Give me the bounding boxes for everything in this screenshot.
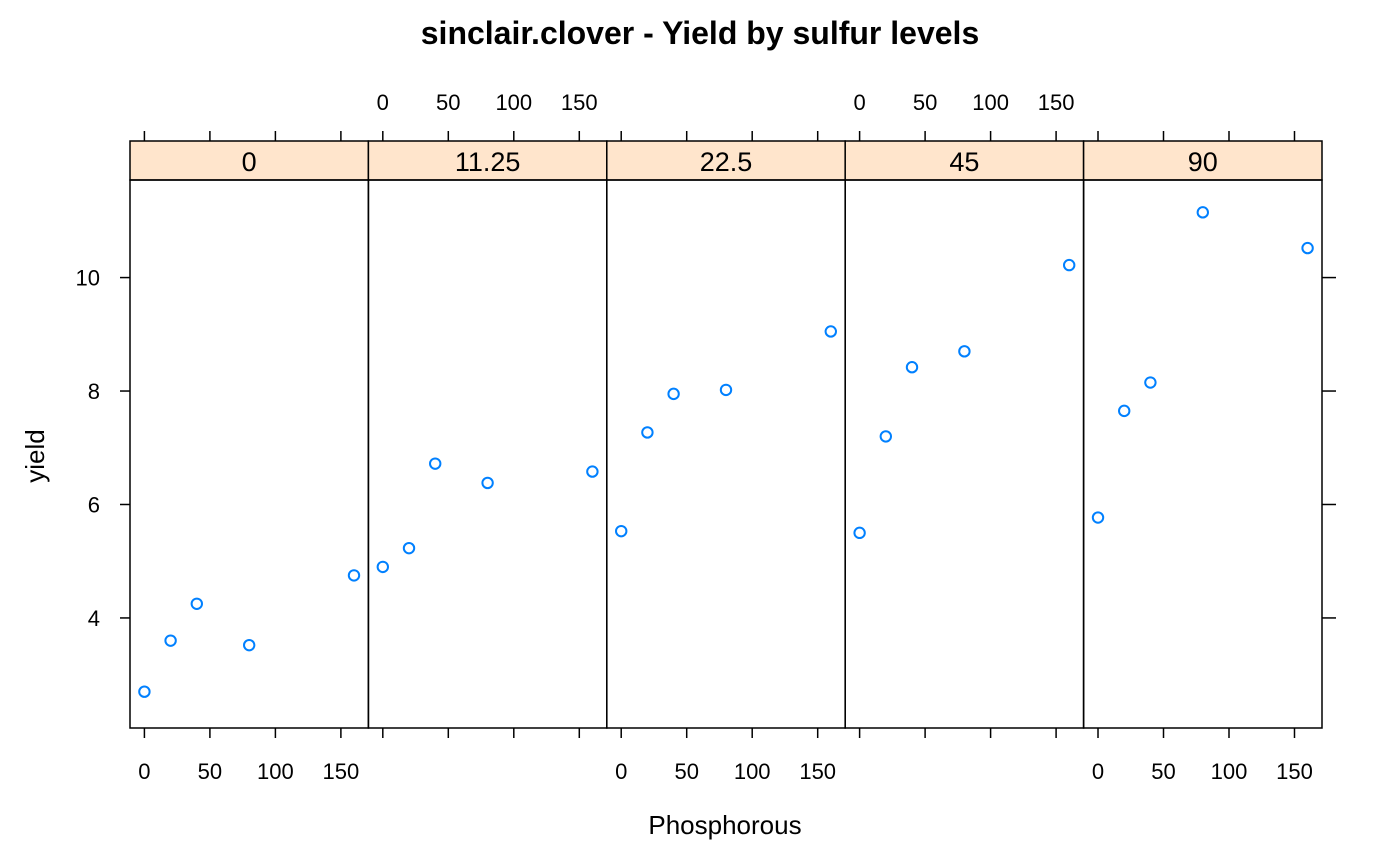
data-point [164, 634, 177, 647]
y-tick-label: 6 [88, 492, 100, 517]
panel: 22.5 [606, 140, 846, 729]
data-point [879, 430, 893, 443]
panel-border [844, 179, 1085, 729]
y-tick-label: 4 [88, 606, 100, 631]
data-point [853, 526, 866, 540]
data-point [641, 426, 654, 439]
strip-label: 11.25 [455, 147, 521, 177]
data-point [347, 569, 361, 582]
data-point [824, 325, 837, 338]
y-tick-label: 10 [76, 266, 100, 291]
x-tick-label-top: 100 [972, 90, 1009, 115]
data-point [615, 524, 628, 538]
strip-label: 90 [1188, 147, 1218, 177]
panel-border [129, 179, 370, 729]
data-point [243, 638, 256, 652]
panel: 90 [1082, 140, 1323, 729]
x-tick-label-top: 50 [913, 90, 937, 115]
data-point [1196, 206, 1210, 219]
panel: 0 [129, 140, 370, 729]
data-point [667, 387, 680, 401]
x-tick-label-bottom: 150 [799, 759, 836, 784]
data-point [376, 560, 390, 574]
x-tick-label-bottom: 50 [1151, 759, 1175, 784]
x-tick-label-top: 150 [561, 90, 598, 115]
panel-border [606, 179, 846, 729]
strip-label: 45 [949, 147, 979, 177]
x-axis-label: Phosphorous [648, 810, 801, 840]
x-tick-label-bottom: 0 [615, 759, 627, 784]
strip-background [129, 140, 370, 181]
data-point [1118, 404, 1131, 418]
panel-border [1082, 179, 1323, 729]
data-point [1301, 241, 1314, 255]
data-point [719, 383, 733, 397]
data-point [1062, 258, 1076, 272]
data-point [905, 361, 919, 374]
x-tick-label-bottom: 0 [138, 759, 150, 784]
data-point [1144, 376, 1157, 389]
panel: 45 [844, 140, 1085, 729]
strip-label: 22.5 [700, 147, 753, 177]
x-tick-label-bottom: 50 [674, 759, 698, 784]
panels-layer: 0 11.25 22.5 45 90 [129, 140, 1323, 729]
x-tick-label-top: 0 [377, 90, 389, 115]
chart-title: sinclair.clover - Yield by sulfur levels [421, 15, 979, 51]
x-tick-label-bottom: 100 [257, 759, 294, 784]
data-point [958, 345, 971, 358]
y-tick-label: 8 [88, 379, 100, 404]
x-tick-label-bottom: 50 [198, 759, 222, 784]
panel: 11.25 [367, 140, 608, 729]
data-point [1091, 511, 1105, 524]
strip-background [367, 140, 608, 181]
x-tick-label-top: 100 [495, 90, 532, 115]
data-point [481, 476, 494, 490]
x-tick-label-top: 150 [1038, 90, 1075, 115]
y-axis-label: yield [20, 429, 50, 482]
x-tick-label-top: 0 [853, 90, 865, 115]
strip-label: 0 [242, 147, 257, 177]
panel-border [367, 179, 608, 729]
data-point [138, 685, 151, 698]
data-point [429, 457, 442, 470]
x-tick-label-bottom: 150 [323, 759, 360, 784]
data-point [586, 465, 599, 478]
x-tick-label-bottom: 0 [1092, 759, 1104, 784]
x-tick-label-bottom: 100 [734, 759, 771, 784]
x-tick-label-top: 50 [436, 90, 460, 115]
data-point [190, 597, 204, 610]
x-tick-label-bottom: 150 [1276, 759, 1313, 784]
data-point [402, 541, 416, 555]
x-tick-label-bottom: 100 [1211, 759, 1248, 784]
